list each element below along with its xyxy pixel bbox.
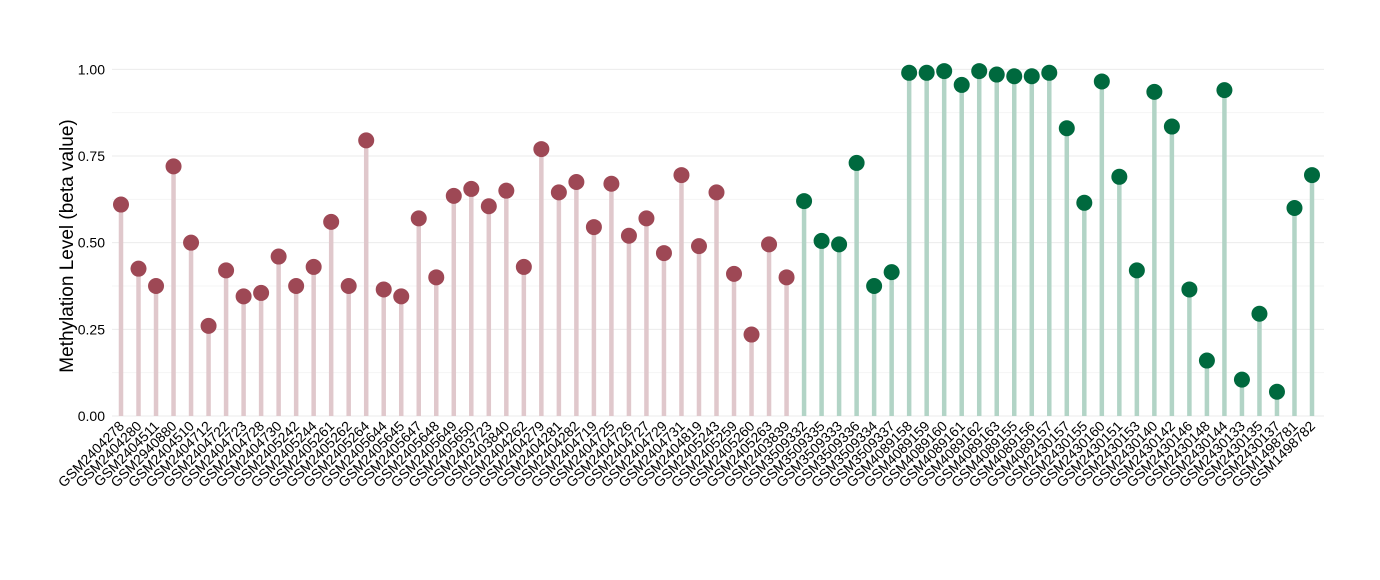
y-tick-label: 0.25 xyxy=(78,321,105,337)
lollipop-point xyxy=(1146,83,1163,100)
lollipop-point xyxy=(1163,118,1180,135)
lollipop-point xyxy=(498,182,515,199)
lollipop-point xyxy=(235,288,252,305)
lollipop-point xyxy=(883,264,900,281)
lollipop-point xyxy=(375,281,392,298)
y-tick-label: 0.50 xyxy=(78,235,105,251)
lollipop-point xyxy=(1181,281,1198,298)
lollipop-point xyxy=(288,278,305,294)
lollipop-point xyxy=(305,258,322,275)
lollipop-point xyxy=(1216,82,1233,99)
lollipop-point xyxy=(1304,167,1320,184)
y-axis-ticks: 0.00 0.25 0.50 0.75 1.00 xyxy=(78,61,105,424)
lollipop-point xyxy=(165,158,182,175)
lollipop-point xyxy=(1058,120,1075,137)
lollipop-points xyxy=(113,63,1320,400)
y-tick-label: 1.00 xyxy=(78,61,105,77)
lollipop-point xyxy=(918,64,935,81)
lollipop-point xyxy=(1006,68,1023,85)
lollipop-point xyxy=(183,234,200,251)
lollipop-point xyxy=(638,210,655,227)
x-axis-ticks: GSM2404278GSM2404280GSM2404511GSM2940880… xyxy=(55,418,1319,491)
lollipop-point xyxy=(1076,194,1093,211)
lollipop-point xyxy=(603,175,620,192)
lollipop-point xyxy=(358,132,375,149)
lollipop-point xyxy=(761,236,778,253)
y-axis-title: Methylation Level (beta value) xyxy=(57,119,78,372)
lollipop-point xyxy=(726,265,743,282)
lollipop-point xyxy=(813,232,830,249)
lollipop-point xyxy=(410,210,427,227)
lollipop-point xyxy=(1023,68,1040,85)
lollipop-point xyxy=(673,167,690,184)
lollipop-point xyxy=(796,193,813,210)
lollipop-point xyxy=(971,63,988,80)
lollipop-point xyxy=(848,154,865,171)
lollipop-point xyxy=(428,269,445,286)
lollipop-point xyxy=(148,278,165,294)
lollipop-point xyxy=(831,236,848,253)
lollipop-point xyxy=(620,227,637,244)
y-tick-label: 0.00 xyxy=(78,408,105,424)
lollipop-point xyxy=(1268,383,1285,400)
lollipop-point xyxy=(200,317,217,334)
lollipop-point xyxy=(690,238,707,255)
lollipop-point xyxy=(568,174,585,190)
lollipop-point xyxy=(130,260,147,277)
lollipop-point xyxy=(480,198,497,215)
lollipop-point xyxy=(936,63,953,80)
lollipop-point xyxy=(340,278,357,294)
lollipop-point xyxy=(1128,262,1145,279)
lollipop-point xyxy=(1093,73,1110,90)
lollipop-point xyxy=(393,288,410,305)
lollipop-point xyxy=(1251,305,1268,322)
lollipop-point xyxy=(953,76,970,93)
lollipop-point xyxy=(655,245,672,262)
lollipop-point xyxy=(1198,352,1215,369)
y-tick-label: 0.75 xyxy=(78,148,105,164)
lollipop-point xyxy=(866,278,883,294)
lollipop-point xyxy=(550,184,567,201)
lollipop-point xyxy=(1286,200,1303,216)
lollipop-point xyxy=(1233,371,1250,388)
lollipop-point xyxy=(253,284,270,301)
lollipop-point xyxy=(270,248,287,265)
lollipop-point xyxy=(585,219,602,236)
lollipop-point xyxy=(323,213,340,230)
lollipop-point xyxy=(515,258,532,275)
lollipop-point xyxy=(463,180,480,197)
lollipop-point xyxy=(988,66,1005,83)
lollipop-point xyxy=(778,269,795,286)
lollipop-point xyxy=(218,262,235,279)
lollipop-point xyxy=(1111,168,1128,185)
lollipop-point xyxy=(708,184,725,201)
lollipop-point xyxy=(533,141,550,158)
lollipop-point xyxy=(445,187,462,204)
lollipop-stems xyxy=(118,71,1315,416)
lollipop-point xyxy=(901,64,918,81)
lollipop-point xyxy=(743,326,760,343)
lollipop-point xyxy=(1041,64,1058,81)
lollipop-point xyxy=(113,196,129,213)
